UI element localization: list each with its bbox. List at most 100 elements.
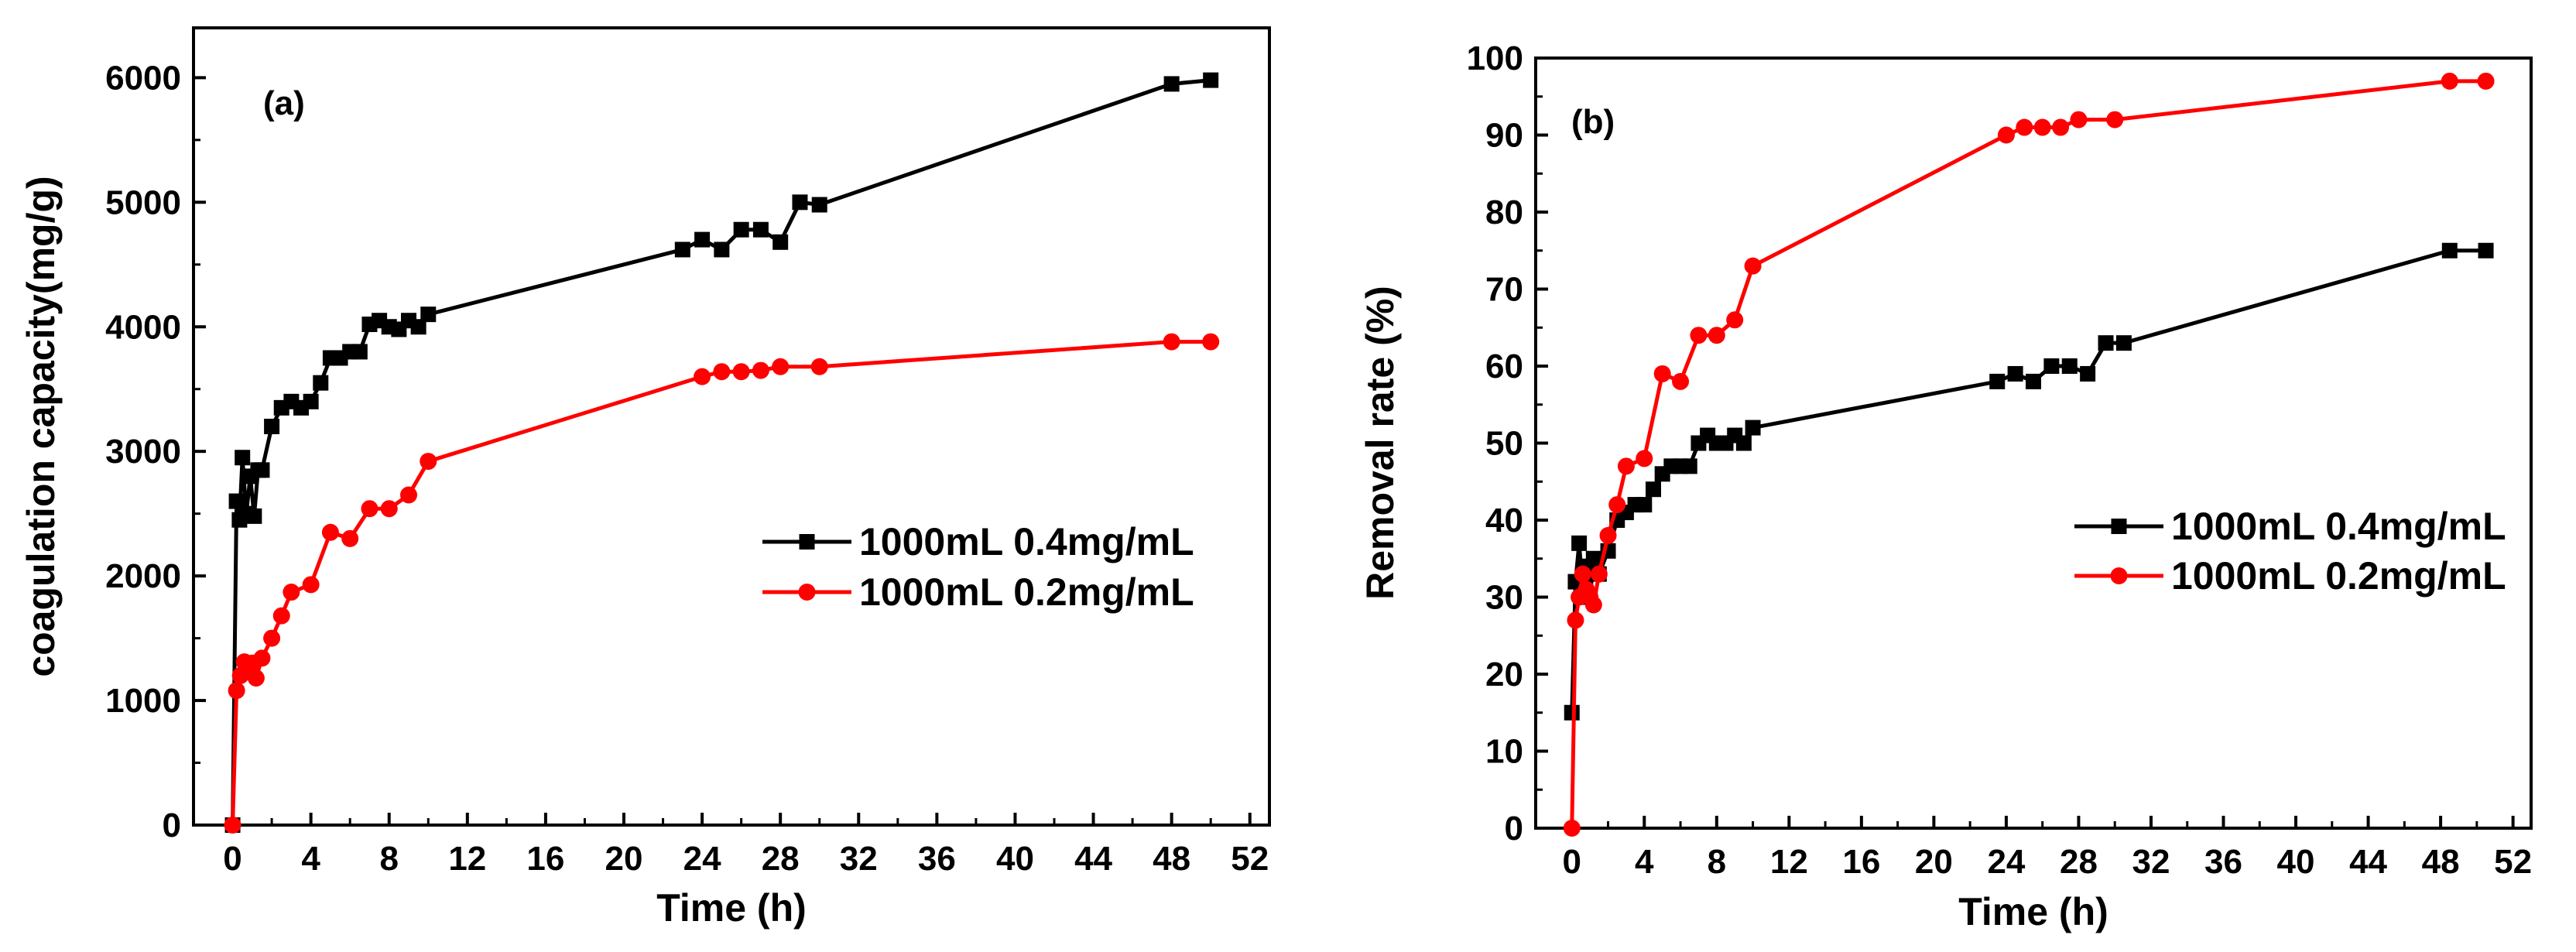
- data-point: [1708, 327, 1725, 344]
- data-point: [2052, 118, 2070, 136]
- data-point: [1636, 450, 1653, 467]
- x-tick-label: 8: [1708, 843, 1726, 881]
- data-point: [1563, 820, 1581, 837]
- data-point: [2106, 111, 2124, 128]
- data-point: [224, 817, 242, 834]
- y-tick-label: 1000: [105, 682, 181, 720]
- data-point: [361, 500, 379, 518]
- data-point: [2080, 365, 2096, 382]
- data-point: [1672, 372, 1690, 390]
- series-line: [1570, 79, 2486, 829]
- y-tick-label: 4000: [105, 308, 181, 346]
- data-point: [811, 197, 827, 213]
- data-point: [694, 368, 711, 385]
- data-point: [2043, 358, 2060, 374]
- data-point: [1745, 419, 1761, 436]
- data-point: [420, 453, 437, 471]
- y-tick-label: 0: [163, 806, 181, 844]
- x-tick-label: 24: [683, 840, 721, 878]
- data-point: [283, 584, 300, 601]
- data-point: [2115, 335, 2132, 351]
- plot-frame: [1534, 57, 2533, 830]
- x-tick-label: 16: [1842, 843, 1880, 881]
- legend-label: 1000mL 0.2mg/mL: [859, 570, 1194, 614]
- x-tick-label: 36: [2204, 843, 2242, 881]
- data-point: [1636, 497, 1653, 513]
- series-1: [1563, 72, 2495, 837]
- data-point: [264, 419, 280, 434]
- data-point: [228, 493, 245, 509]
- y-tick-label: 2000: [105, 557, 181, 595]
- data-point: [1571, 535, 1588, 551]
- x-tick-label: 0: [1563, 843, 1581, 881]
- y-tick-label: 100: [1467, 39, 1523, 77]
- x-axis-title: Time (h): [1958, 890, 2108, 933]
- x-tick-label: 48: [1153, 840, 1190, 878]
- data-point: [341, 529, 359, 547]
- data-point: [2477, 72, 2495, 90]
- x-axis-title: Time (h): [656, 886, 807, 930]
- x-tick-label: 20: [605, 840, 643, 878]
- y-tick-label: 90: [1485, 117, 1523, 155]
- x-tick-label: 28: [762, 840, 800, 878]
- legend-marker: [2111, 519, 2127, 534]
- data-point: [1726, 311, 1744, 329]
- x-tick-label: 16: [526, 840, 564, 878]
- data-point: [713, 363, 731, 381]
- x-tick-label: 40: [2277, 843, 2315, 881]
- y-tick-label: 0: [1505, 810, 1523, 848]
- y-axis-title: coagulation capacity(mg/g): [19, 176, 63, 676]
- legend-marker: [798, 584, 816, 601]
- data-point: [1599, 526, 1617, 544]
- series-line: [231, 78, 1211, 826]
- data-point: [1203, 72, 1219, 88]
- y-tick-label: 30: [1485, 579, 1523, 617]
- x-tick-label: 4: [301, 840, 320, 878]
- x-tick-label: 40: [996, 840, 1034, 878]
- x-tick-label: 32: [840, 840, 878, 878]
- series-line: [1570, 248, 2486, 713]
- legend-label: 1000mL 0.4mg/mL: [859, 520, 1194, 563]
- x-tick-label: 4: [1635, 843, 1654, 881]
- data-point: [253, 649, 271, 667]
- x-tick-label: 20: [1915, 843, 1953, 881]
- series-0: [224, 72, 1219, 833]
- x-tick-label: 44: [1074, 840, 1112, 878]
- y-tick-label: 5000: [105, 183, 181, 221]
- x-tick-label: 32: [2132, 843, 2170, 881]
- series-1: [224, 333, 1220, 834]
- data-point: [1735, 435, 1752, 451]
- data-point: [1645, 481, 1661, 498]
- legend-marker: [2110, 567, 2128, 584]
- data-point: [2478, 242, 2494, 259]
- x-tick-label: 12: [1770, 843, 1808, 881]
- x-tick-label: 48: [2422, 843, 2460, 881]
- y-tick-label: 6000: [105, 59, 181, 97]
- data-point: [351, 344, 368, 360]
- data-point: [733, 221, 749, 238]
- data-point: [1617, 457, 1635, 475]
- data-point: [228, 682, 245, 700]
- y-tick-label: 20: [1485, 656, 1523, 693]
- data-point: [1202, 333, 1220, 351]
- data-point: [400, 486, 417, 504]
- data-point: [410, 319, 426, 335]
- panel-label: (a): [263, 84, 305, 122]
- x-tick-label: 12: [448, 840, 486, 878]
- y-axis-title: Removal rate (%): [1358, 286, 1402, 600]
- data-point: [420, 306, 437, 323]
- data-point: [380, 500, 398, 518]
- chart-panel-a: 0 4 8 12 16 20 24 28 32 36 40 44 48 52010002000300040…: [19, 26, 1271, 930]
- data-point: [247, 669, 265, 687]
- data-point: [263, 629, 281, 647]
- data-point: [235, 450, 251, 466]
- data-point: [2061, 358, 2078, 374]
- data-point: [752, 361, 769, 379]
- data-point: [752, 221, 769, 238]
- data-point: [246, 508, 262, 524]
- data-point: [1567, 611, 1584, 629]
- data-point: [313, 375, 329, 391]
- data-point: [1590, 565, 1608, 583]
- x-tick-label: 8: [379, 840, 398, 878]
- chart-panel-b: 0 4 8 12 16 20 24 28 32 36 40 44 48 52010203040506070…: [1358, 39, 2533, 933]
